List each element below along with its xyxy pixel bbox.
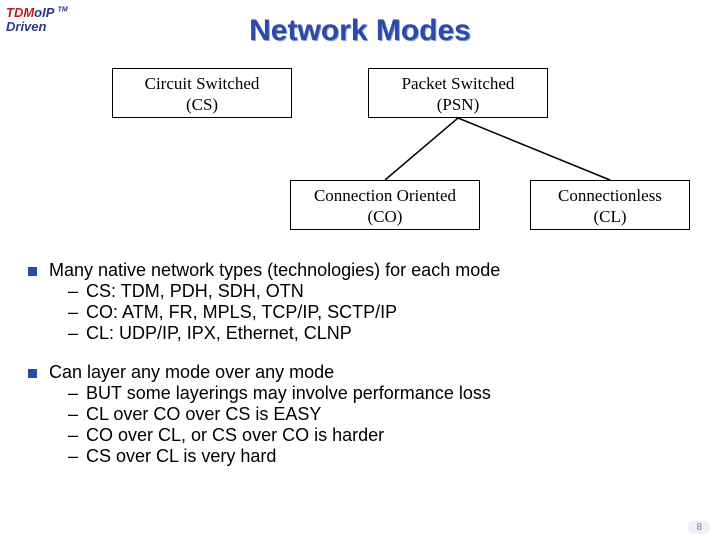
- node-packet-switched: Packet Switched (PSN): [368, 68, 548, 118]
- node-co-l2: (CO): [297, 206, 473, 227]
- bullet-text: Many native network types (technologies)…: [49, 260, 500, 281]
- bullet-list: Many native network types (technologies)…: [28, 260, 698, 471]
- bullet-sub-text: CS over CL is very hard: [86, 446, 276, 467]
- bullet-sub: –CO: ATM, FR, MPLS, TCP/IP, SCTP/IP: [68, 302, 698, 323]
- node-circuit-switched: Circuit Switched (CS): [112, 68, 292, 118]
- bullet-sub: –CL: UDP/IP, IPX, Ethernet, CLNP: [68, 323, 698, 344]
- bullet-square-icon: [28, 267, 37, 276]
- bullet-sub: –CS over CL is very hard: [68, 446, 698, 467]
- bullet-sub-text: BUT some layerings may involve performan…: [86, 383, 491, 404]
- bullet-square-icon: [28, 369, 37, 378]
- dash-icon: –: [68, 302, 78, 323]
- dash-icon: –: [68, 446, 78, 467]
- node-co-l1: Connection Oriented: [297, 185, 473, 206]
- bullet-text: Can layer any mode over any mode: [49, 362, 334, 383]
- dash-icon: –: [68, 281, 78, 302]
- node-psn-l2: (PSN): [375, 94, 541, 115]
- node-cs-l1: Circuit Switched: [119, 73, 285, 94]
- dash-icon: –: [68, 383, 78, 404]
- bullet-sub-text: CO: ATM, FR, MPLS, TCP/IP, SCTP/IP: [86, 302, 397, 323]
- node-cl-l2: (CL): [537, 206, 683, 227]
- bullet-sub-text: CL: UDP/IP, IPX, Ethernet, CLNP: [86, 323, 352, 344]
- node-connectionless: Connectionless (CL): [530, 180, 690, 230]
- node-connection-oriented: Connection Oriented (CO): [290, 180, 480, 230]
- node-cl-l1: Connectionless: [537, 185, 683, 206]
- bullet-item: Many native network types (technologies)…: [28, 260, 698, 344]
- node-cs-l2: (CS): [119, 94, 285, 115]
- bullet-sub: –CL over CO over CS is EASY: [68, 404, 698, 425]
- logo-tm: TM: [58, 7, 68, 14]
- bullet-sub-text: CS: TDM, PDH, SDH, OTN: [86, 281, 304, 302]
- page-number: 8: [688, 521, 710, 534]
- bullet-sub: –BUT some layerings may involve performa…: [68, 383, 698, 404]
- dash-icon: –: [68, 404, 78, 425]
- node-psn-l1: Packet Switched: [375, 73, 541, 94]
- dash-icon: –: [68, 323, 78, 344]
- bullet-sub: –CO over CL, or CS over CO is harder: [68, 425, 698, 446]
- dash-icon: –: [68, 425, 78, 446]
- bullet-item: Can layer any mode over any mode–BUT som…: [28, 362, 698, 467]
- bullet-sub-text: CO over CL, or CS over CO is harder: [86, 425, 384, 446]
- bullet-sub: –CS: TDM, PDH, SDH, OTN: [68, 281, 698, 302]
- bullet-sub-text: CL over CO over CS is EASY: [86, 404, 321, 425]
- page-title: Network Modes: [0, 14, 720, 48]
